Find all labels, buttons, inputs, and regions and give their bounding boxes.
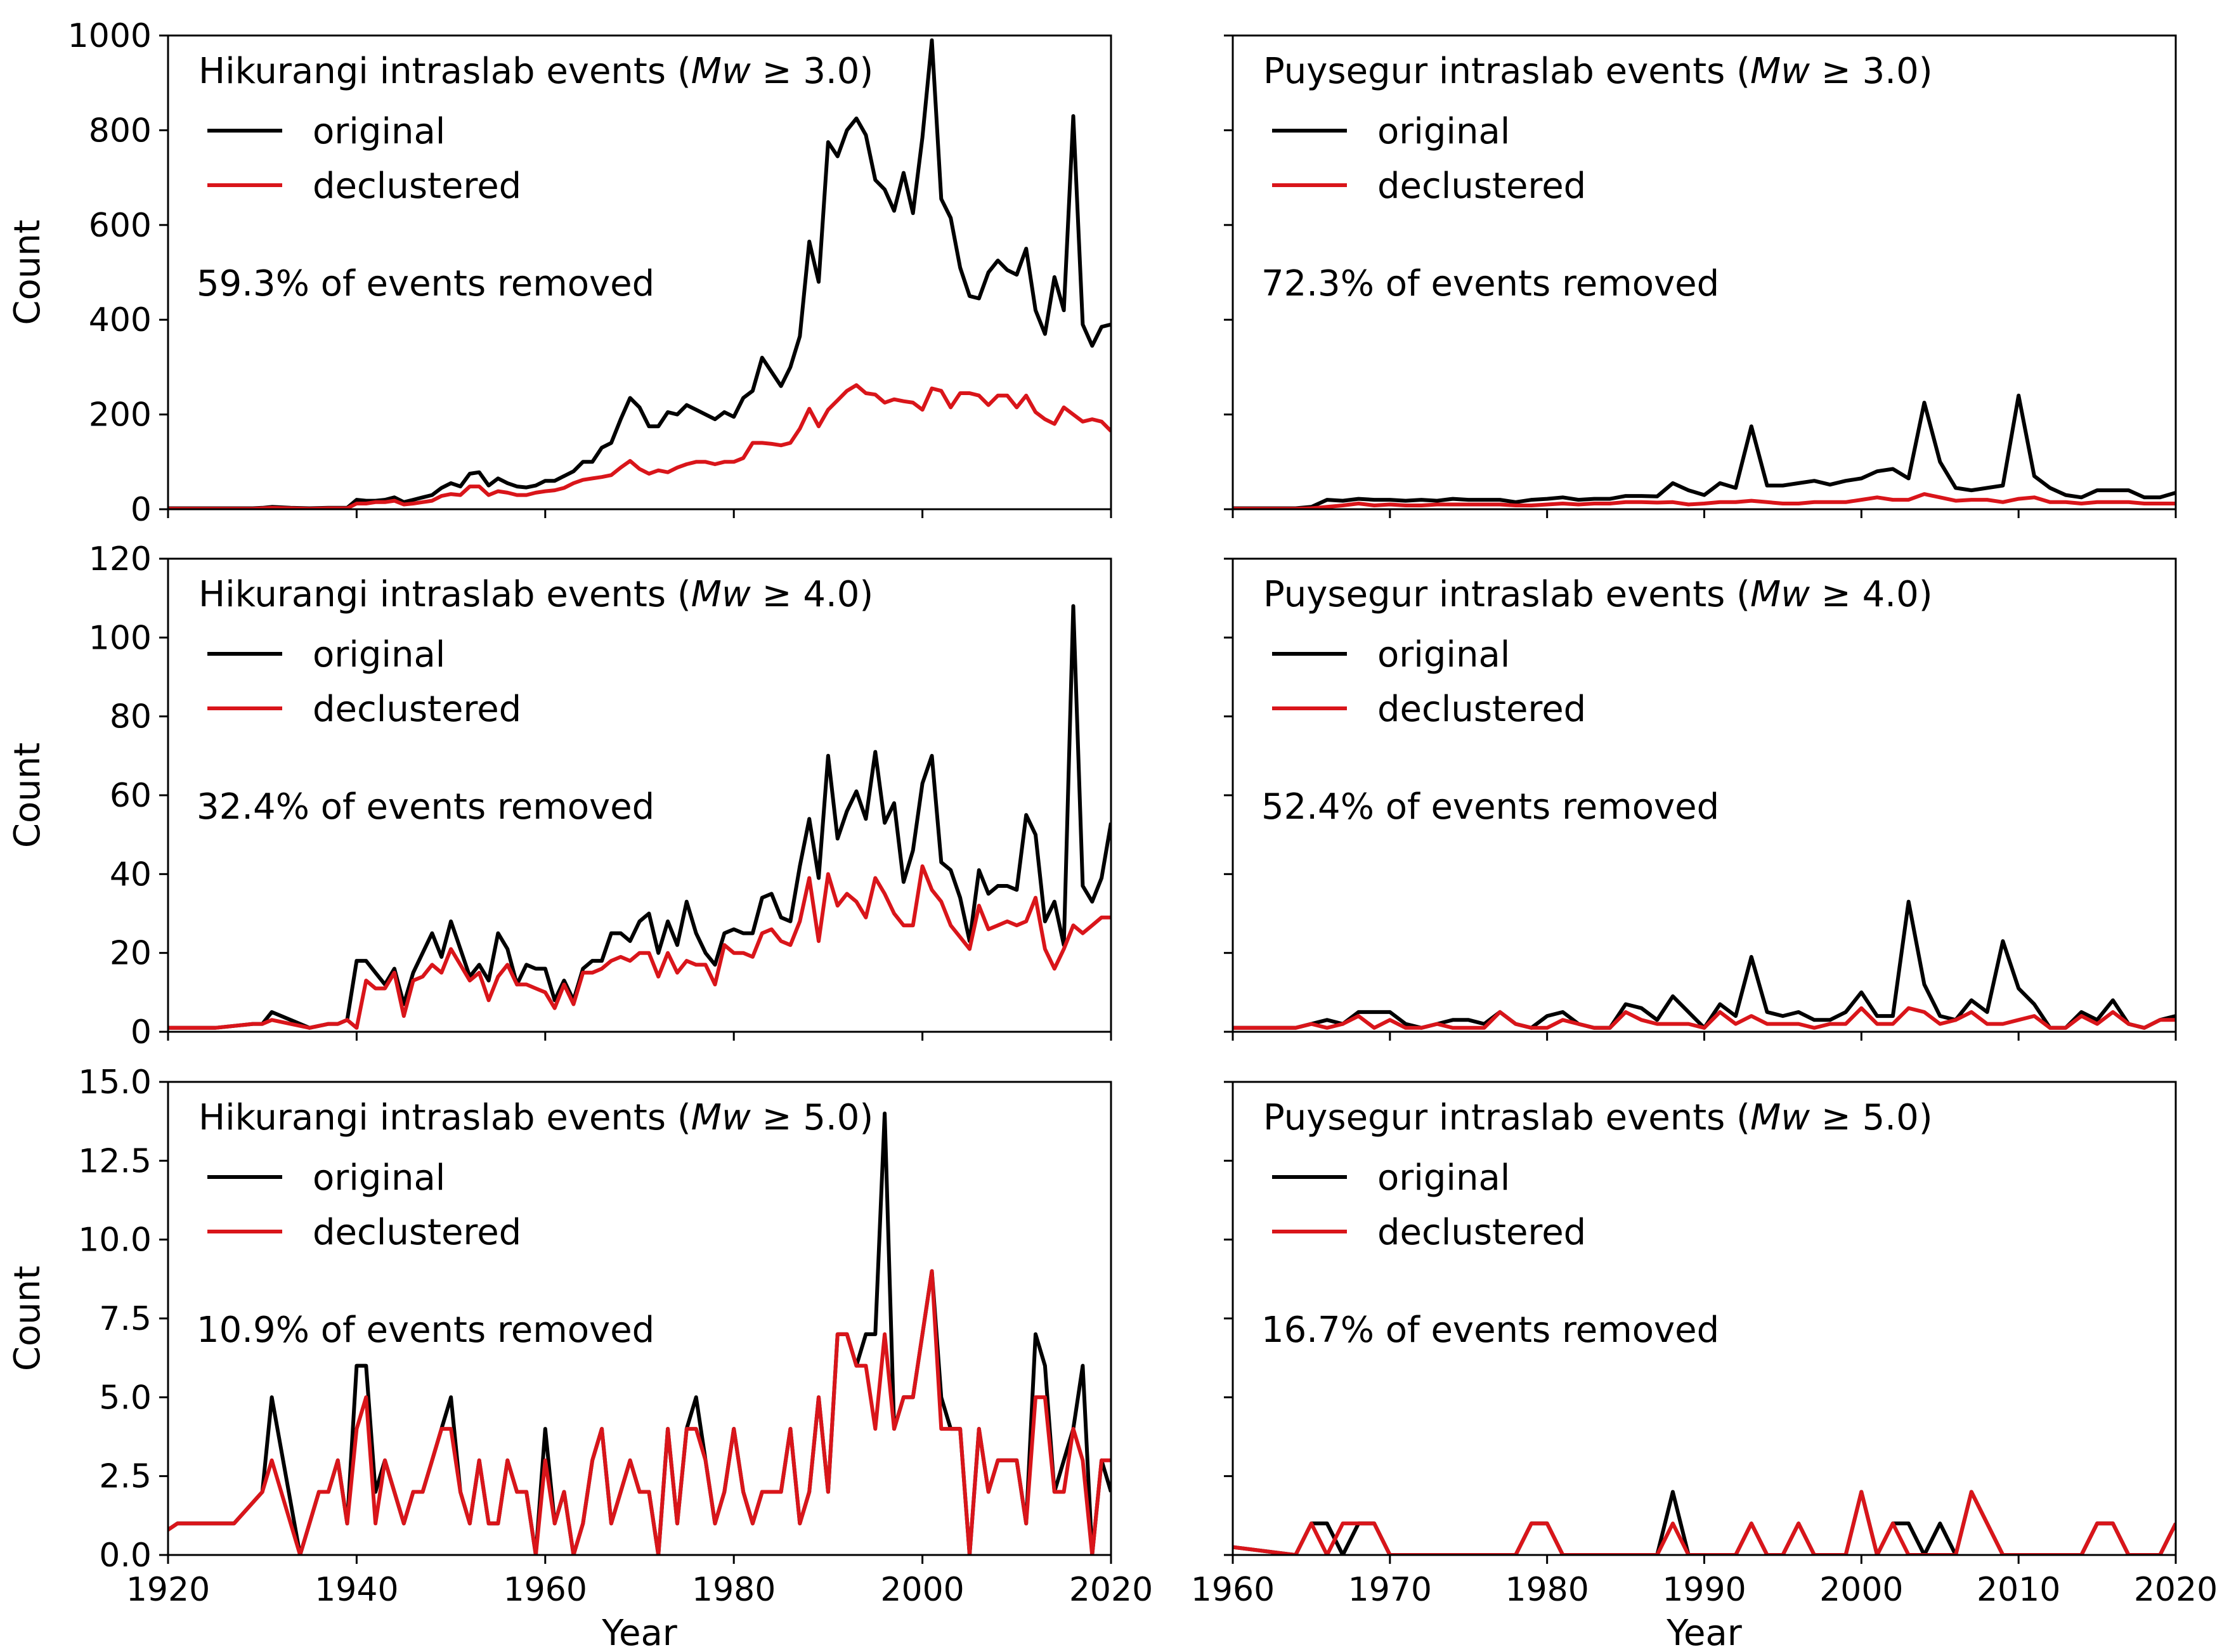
removed-percent-annotation: 52.4% of events removed [1261,786,1719,828]
x-tick-label: 2020 [2134,1571,2218,1609]
y-tick-label: 0 [131,491,152,529]
panel-title: Hikurangi intraslab events (Mw ≥ 3.0) [198,51,873,92]
x-tick-label: 1920 [126,1571,210,1609]
removed-percent-annotation: 10.9% of events removed [197,1310,654,1351]
series-line-declustered [1233,492,2176,509]
panel-title-mw: Mw [1750,574,1810,615]
legend-label-original: original [1377,634,1510,675]
x-axis-label: Year [601,1613,678,1652]
legend-label-original: original [1377,111,1510,152]
x-tick-label: 1990 [1662,1571,1746,1609]
y-tick-label: 400 [89,301,152,339]
removed-percent-annotation: 32.4% of events removed [197,786,654,828]
panel-title-suffix: ≥ 3.0) [1810,51,1932,92]
legend-label-declustered: declustered [1377,689,1586,730]
chart-panel-4: Puysegur intraslab events (Mw ≥ 4.0) orig… [1224,557,2177,1041]
legend-label-declustered: declustered [313,689,521,730]
x-tick-label: 1960 [504,1571,587,1609]
series-line-original [1233,899,2176,1030]
y-tick-label: 1000 [68,17,152,55]
y-tick-label: 80 [110,698,152,736]
panel-title-prefix: Hikurangi intraslab events ( [198,574,691,615]
y-tick-label: 100 [89,619,152,657]
x-tick-label: 2010 [1977,1571,2060,1609]
panel-title-prefix: Puysegur intraslab events ( [1263,574,1750,615]
legend-label-original: original [313,111,445,152]
series-line-declustered [168,1269,1111,1555]
y-tick-label: 0.0 [99,1537,152,1575]
panel-title-mw: Mw [691,51,751,92]
legend-label-declustered: declustered [313,166,521,207]
y-tick-label: 600 [89,207,152,245]
legend-label-declustered: declustered [1377,1212,1586,1253]
panel-title: Hikurangi intraslab events (Mw ≥ 4.0) [198,574,873,615]
y-tick-label: 800 [89,112,152,150]
panel-title: Hikurangi intraslab events (Mw ≥ 5.0) [198,1097,873,1138]
panel-title-prefix: Puysegur intraslab events ( [1263,1097,1750,1138]
y-axis-label: Count [7,219,48,325]
legend-label-declustered: declustered [1377,166,1586,207]
y-tick-label: 40 [110,855,152,894]
series-line-declustered [1233,1490,2176,1555]
panel-title-mw: Mw [691,1097,751,1138]
panel-title: Puysegur intraslab events (Mw ≥ 5.0) [1263,1097,1933,1138]
series-line-declustered [168,864,1111,1030]
legend-label-declustered: declustered [313,1212,521,1253]
x-axis-label: Year [1666,1613,1743,1652]
y-tick-label: 120 [89,540,152,578]
panel-title-suffix: ≥ 3.0) [751,51,873,92]
y-tick-label: 12.5 [78,1142,152,1180]
x-tick-label: 1940 [315,1571,398,1609]
y-tick-label: 15.0 [78,1063,152,1102]
y-axis-label: Count [7,743,48,848]
panel-title-suffix: ≥ 4.0) [1810,574,1932,615]
panel-title-mw: Mw [1750,1097,1810,1138]
x-tick-label: 2000 [1819,1571,1903,1609]
legend-label-original: original [313,634,445,675]
y-tick-label: 20 [110,935,152,973]
x-tick-label: 2000 [880,1571,964,1609]
removed-percent-annotation: 16.7% of events removed [1261,1310,1719,1351]
y-axis-label: Count [7,1266,48,1371]
x-tick-label: 1980 [1505,1571,1589,1609]
plot-frame [167,34,1112,511]
y-tick-label: 5.0 [99,1379,152,1417]
panel-title: Puysegur intraslab events (Mw ≥ 4.0) [1263,574,1933,615]
removed-percent-annotation: 72.3% of events removed [1261,263,1719,304]
x-tick-label: 2020 [1069,1571,1153,1609]
panel-title-suffix: ≥ 5.0) [751,1097,873,1138]
chart-panel-6: 1960 1970 1980 1990 2000 2010 2020 Year Puysegur… [1191,1081,2218,1652]
panel-title-prefix: Hikurangi intraslab events ( [198,1097,691,1138]
legend-label-original: original [313,1157,445,1199]
chart-panel-5: 0.0 2.5 5.0 7.5 10.0 12.5 15.0 1920 1940 1960 1980… [7,1063,1153,1652]
x-tick-label: 1960 [1191,1571,1275,1609]
y-tick-label: 2.5 [99,1458,152,1496]
series-line-declustered [1233,1006,2176,1030]
panel-title-prefix: Hikurangi intraslab events ( [198,51,691,92]
series-line-original [168,38,1111,509]
panel-title-suffix: ≥ 5.0) [1810,1097,1932,1138]
x-tick-label: 1980 [692,1571,776,1609]
legend-label-original: original [1377,1157,1510,1199]
panel-title: Puysegur intraslab events (Mw ≥ 3.0) [1263,51,1933,92]
panel-title-mw: Mw [1750,51,1810,92]
y-tick-label: 7.5 [99,1300,152,1338]
series-line-original [1233,393,2176,509]
chart-panel-2: Puysegur intraslab events (Mw ≥ 3.0) orig… [1224,34,2177,518]
panel-title-suffix: ≥ 4.0) [751,574,873,615]
y-tick-label: 200 [89,396,152,434]
y-tick-label: 10.0 [78,1221,152,1259]
chart-panel-1: 0 200 400 600 800 1000 Count Hikurangi intrasla… [7,17,1112,529]
y-tick-label: 60 [110,777,152,815]
y-tick-label: 0 [131,1013,152,1051]
removed-percent-annotation: 59.3% of events removed [197,263,654,304]
panel-title-mw: Mw [691,574,751,615]
chart-panel-3: 0 20 40 60 80 100 120 Count Hikurangi intraslab … [7,540,1112,1051]
x-tick-label: 1970 [1348,1571,1432,1609]
series-line-declustered [168,383,1111,509]
panel-title-prefix: Puysegur intraslab events ( [1263,51,1750,92]
